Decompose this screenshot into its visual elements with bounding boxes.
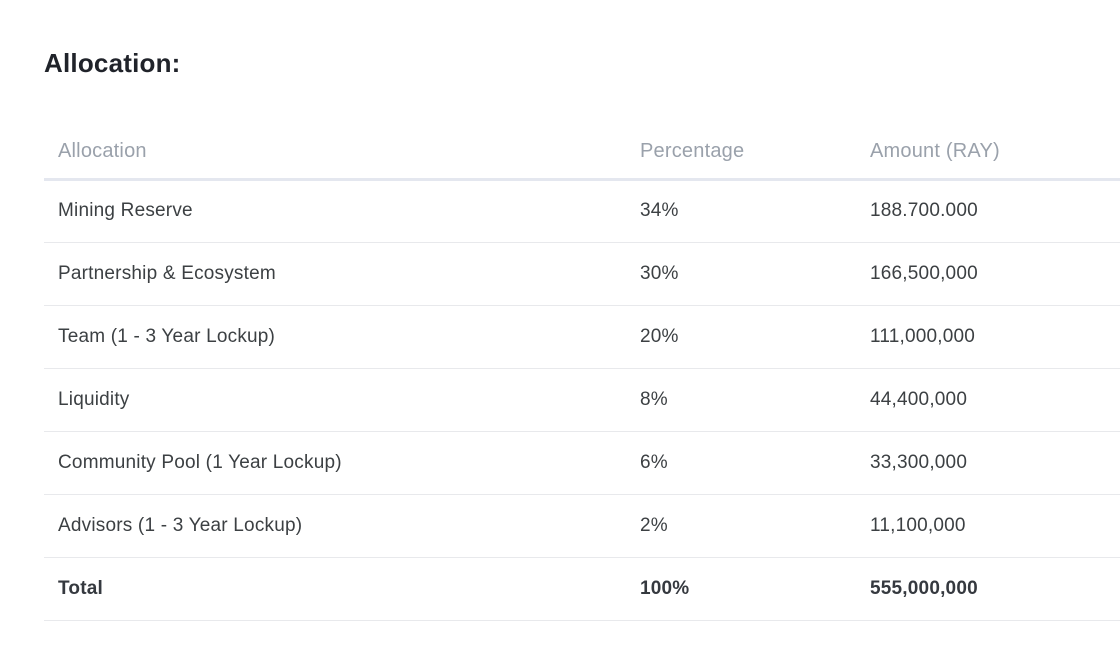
cell-percentage: 30% xyxy=(626,242,856,306)
allocation-table: Allocation Percentage Amount (RAY) Minin… xyxy=(44,126,1120,621)
cell-amount: 11,100,000 xyxy=(856,494,1120,558)
table-row: Mining Reserve 34% 188.700.000 xyxy=(44,179,1120,243)
table-header: Allocation Percentage Amount (RAY) xyxy=(44,126,1120,181)
cell-allocation: Mining Reserve xyxy=(44,179,626,243)
cell-amount: 111,000,000 xyxy=(856,305,1120,369)
cell-amount: 188.700.000 xyxy=(856,179,1120,243)
cell-allocation: Liquidity xyxy=(44,368,626,432)
table-header-row: Allocation Percentage Amount (RAY) xyxy=(44,126,1120,181)
table-row: Advisors (1 - 3 Year Lockup) 2% 11,100,0… xyxy=(44,494,1120,558)
cell-amount: 33,300,000 xyxy=(856,431,1120,495)
cell-percentage: 34% xyxy=(626,179,856,243)
table-body: Mining Reserve 34% 188.700.000 Partnersh… xyxy=(44,179,1120,621)
column-header-allocation: Allocation xyxy=(44,126,626,181)
column-header-percentage: Percentage xyxy=(626,126,856,181)
column-header-amount: Amount (RAY) xyxy=(856,126,1120,181)
table-row: Team (1 - 3 Year Lockup) 20% 111,000,000 xyxy=(44,305,1120,369)
table-row: Community Pool (1 Year Lockup) 6% 33,300… xyxy=(44,431,1120,495)
cell-percentage: 20% xyxy=(626,305,856,369)
table-total-row: Total 100% 555,000,000 xyxy=(44,557,1120,621)
cell-amount: 166,500,000 xyxy=(856,242,1120,306)
cell-percentage: 2% xyxy=(626,494,856,558)
cell-allocation: Partnership & Ecosystem xyxy=(44,242,626,306)
cell-percentage: 6% xyxy=(626,431,856,495)
cell-percentage: 8% xyxy=(626,368,856,432)
cell-allocation: Team (1 - 3 Year Lockup) xyxy=(44,305,626,369)
cell-allocation: Community Pool (1 Year Lockup) xyxy=(44,431,626,495)
page-title: Allocation: xyxy=(44,48,181,78)
table-row: Partnership & Ecosystem 30% 166,500,000 xyxy=(44,242,1120,306)
table-row: Liquidity 8% 44,400,000 xyxy=(44,368,1120,432)
cell-allocation: Advisors (1 - 3 Year Lockup) xyxy=(44,494,626,558)
cell-total-label: Total xyxy=(44,557,626,621)
cell-amount: 44,400,000 xyxy=(856,368,1120,432)
cell-total-amount: 555,000,000 xyxy=(856,557,1120,621)
cell-total-percentage: 100% xyxy=(626,557,856,621)
